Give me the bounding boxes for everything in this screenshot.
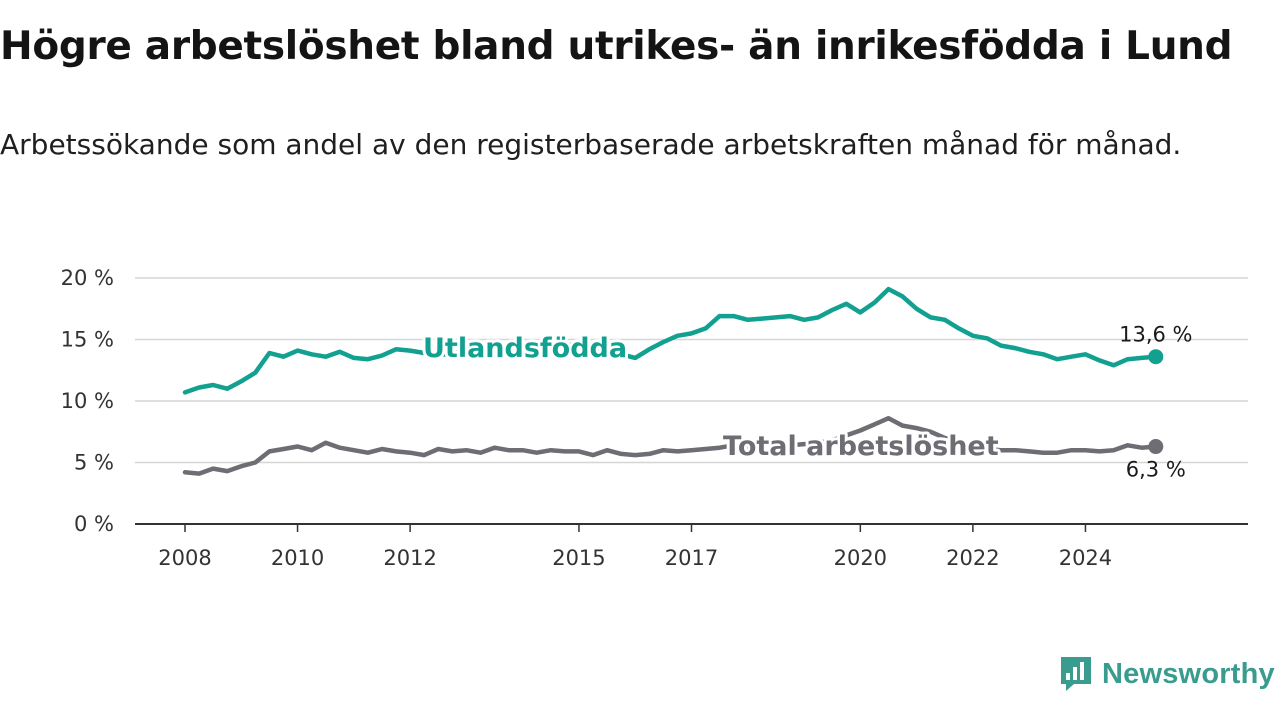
x-tick-label: 2024 xyxy=(1059,546,1112,570)
series-name-label-0: Utlandsfödda xyxy=(423,333,627,364)
y-tick-label: 15 % xyxy=(61,328,114,352)
newsworthy-logo-icon xyxy=(1061,657,1091,691)
y-tick-label: 10 % xyxy=(61,389,114,413)
y-tick-label: 20 % xyxy=(61,266,114,290)
brand-logo: Newsworthy xyxy=(1058,652,1275,696)
series-end-label-1: 6,3 % xyxy=(1126,458,1186,482)
series-line-0 xyxy=(182,286,1159,395)
chart-title: Högre arbetslöshet bland utrikes- än inr… xyxy=(0,24,1233,69)
series-end-point-0 xyxy=(1148,349,1164,365)
brand-name: Newsworthy xyxy=(1102,657,1275,690)
x-tick-label: 2017 xyxy=(665,546,718,570)
y-tick-label: 5 % xyxy=(74,451,114,475)
x-tick-label: 2008 xyxy=(158,546,211,570)
line-chart: 0 % 5 % 10 % 15 % 20 % 2008 2010 2012 2015 2017 20… xyxy=(61,266,1248,570)
x-tick-label: 2012 xyxy=(383,546,436,570)
y-tick-label: 0 % xyxy=(74,512,114,536)
chart-subtitle: Arbetssökande som andel av den registerb… xyxy=(0,128,1182,161)
x-tick-label: 2010 xyxy=(271,546,324,570)
series-name-label-1: Total arbetslöshet xyxy=(723,431,999,462)
series-end-point-1 xyxy=(1148,439,1164,455)
series-line-1 xyxy=(182,415,1159,476)
x-tick-label: 2015 xyxy=(552,546,605,570)
series-end-label-0: 13,6 % xyxy=(1119,323,1192,347)
x-tick-label: 2022 xyxy=(946,546,999,570)
x-tick-label: 2020 xyxy=(834,546,887,570)
